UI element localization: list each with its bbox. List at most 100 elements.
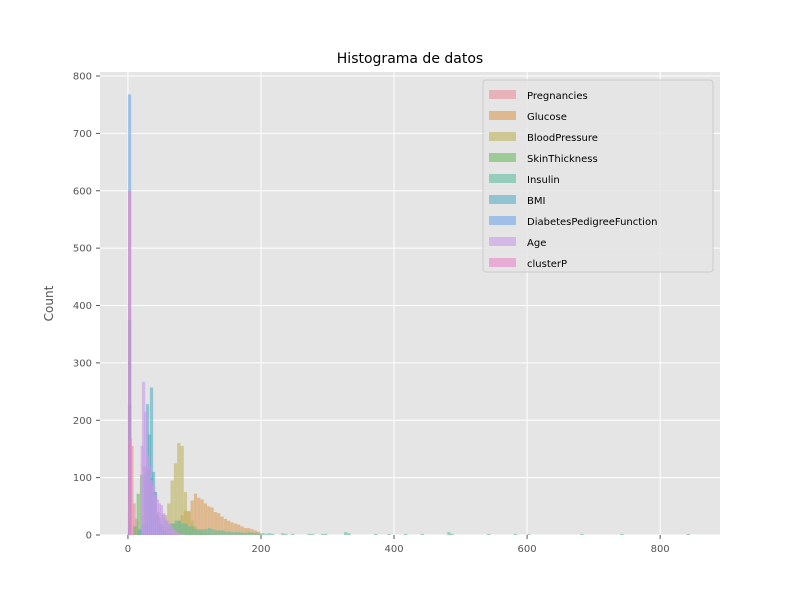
legend-swatch xyxy=(489,258,516,267)
bar xyxy=(149,387,154,535)
bar xyxy=(143,411,148,535)
bar xyxy=(157,503,162,535)
bar xyxy=(201,529,205,535)
bar xyxy=(130,446,134,535)
bar xyxy=(191,526,195,535)
legend-label: Pregnancies xyxy=(527,91,588,102)
bar xyxy=(227,520,231,535)
bar xyxy=(190,500,194,535)
bar xyxy=(243,528,247,535)
histogram-bars xyxy=(127,94,690,536)
bar xyxy=(175,532,180,535)
bar xyxy=(374,533,378,535)
x-tick-label: 400 xyxy=(384,544,403,555)
legend-swatch xyxy=(489,111,516,120)
y-tick-label: 200 xyxy=(73,416,92,427)
legend-swatch xyxy=(489,132,516,141)
bar xyxy=(173,463,178,535)
bar xyxy=(233,523,237,535)
bar xyxy=(204,529,208,535)
bar xyxy=(487,533,491,535)
bar xyxy=(257,533,261,535)
bar xyxy=(324,533,328,535)
bar xyxy=(447,532,451,535)
bar xyxy=(527,533,531,535)
bar xyxy=(247,532,251,535)
bar xyxy=(217,530,222,535)
bar xyxy=(149,480,154,535)
bar xyxy=(223,518,227,535)
bar xyxy=(200,499,204,535)
y-tick-label: 300 xyxy=(73,358,92,369)
legend-swatch xyxy=(489,195,516,204)
bar xyxy=(184,523,188,535)
legend-box xyxy=(482,79,714,273)
bar xyxy=(167,523,172,535)
y-tick-label: 500 xyxy=(73,244,92,255)
bar xyxy=(237,524,241,535)
bar xyxy=(250,529,254,535)
bar xyxy=(132,503,136,535)
bar xyxy=(210,507,214,535)
y-axis-label: Count xyxy=(42,285,56,321)
bar xyxy=(254,532,258,535)
bar xyxy=(155,499,160,535)
bar xyxy=(513,533,518,535)
bar xyxy=(244,532,248,535)
bar xyxy=(141,381,146,535)
legend: Pregnancies Glucose BloodPressure SkinThick… xyxy=(482,79,714,273)
legend-swatch xyxy=(489,174,516,183)
legend-label: BMI xyxy=(527,196,545,207)
bar xyxy=(169,526,174,535)
bar xyxy=(167,503,171,535)
bar xyxy=(290,533,295,535)
bar xyxy=(450,533,454,535)
bar xyxy=(404,533,408,535)
bar xyxy=(177,520,182,535)
legend-label: BloodPressure xyxy=(527,133,598,144)
legend-label: DiabetesPedigreeFunction xyxy=(527,217,657,228)
bar xyxy=(203,503,208,535)
legend-swatch xyxy=(489,216,516,225)
bar xyxy=(260,533,265,535)
y-tick-label: 800 xyxy=(73,72,92,83)
bar xyxy=(171,529,176,535)
bar xyxy=(163,517,168,535)
y-tick-label: 700 xyxy=(73,129,92,140)
bar xyxy=(270,533,275,535)
bar xyxy=(221,530,225,535)
bar xyxy=(264,533,268,535)
bar xyxy=(177,533,182,535)
legend-label: Age xyxy=(527,238,546,249)
bar xyxy=(197,529,202,535)
y-tick-label: 400 xyxy=(73,301,92,312)
bar xyxy=(180,446,184,535)
bar xyxy=(231,532,235,535)
bar xyxy=(251,532,255,535)
bar xyxy=(284,533,288,535)
bar xyxy=(280,533,285,535)
bar xyxy=(224,531,228,535)
y-tick-label: 600 xyxy=(73,186,92,197)
bar xyxy=(240,526,244,535)
bar xyxy=(310,533,315,535)
x-tick-label: 0 xyxy=(125,544,131,555)
bar xyxy=(307,533,311,535)
bar xyxy=(177,443,181,535)
bar xyxy=(197,497,201,535)
bar xyxy=(230,522,234,535)
bar xyxy=(161,513,166,535)
bar xyxy=(227,531,231,535)
bar xyxy=(147,466,152,535)
bar xyxy=(320,533,325,535)
series-Age xyxy=(140,381,184,535)
axis-ticks: 0 200 400 600 800 0 100 200 300 400 500 600 700 800 xyxy=(73,72,670,555)
x-tick-label: 600 xyxy=(518,544,537,555)
bar xyxy=(128,438,132,535)
y-tick-label: 100 xyxy=(73,473,92,484)
bar xyxy=(217,513,221,535)
bar xyxy=(620,533,624,535)
bar xyxy=(234,532,238,535)
bar xyxy=(387,533,391,535)
